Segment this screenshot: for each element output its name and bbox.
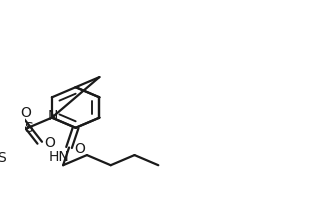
Text: O: O	[74, 141, 85, 156]
Text: O: O	[21, 106, 32, 120]
Text: HN: HN	[49, 150, 69, 164]
Text: O: O	[44, 136, 55, 150]
Text: S: S	[24, 121, 32, 135]
Text: S: S	[0, 151, 6, 165]
Text: N: N	[48, 109, 59, 123]
